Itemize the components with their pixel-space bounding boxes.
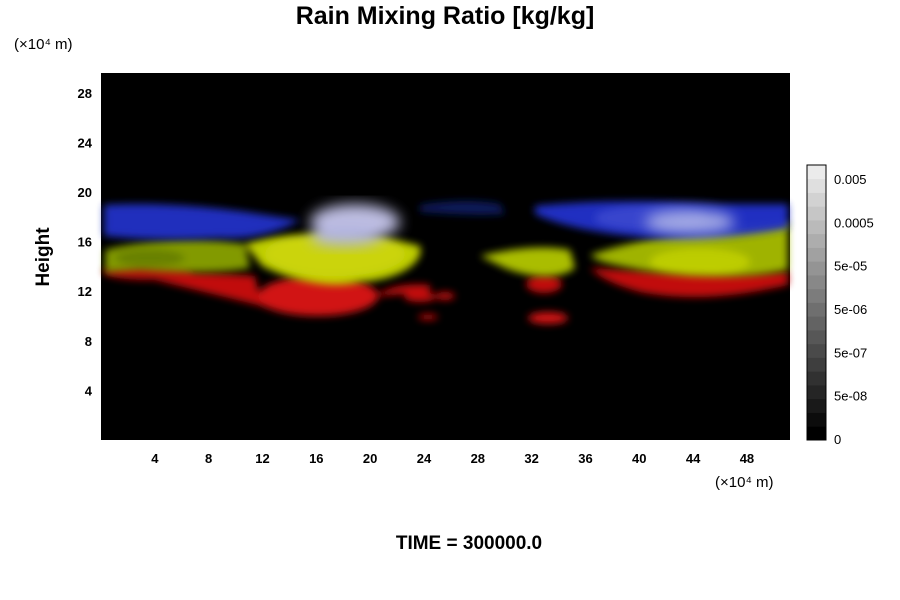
colorbar-labels: 0.005 0.0005 5e-05 5e-06 5e-07 5e-08 0 <box>834 172 874 447</box>
colorbar-tick-label: 0.0005 <box>834 215 874 230</box>
colorbar-swatch <box>807 385 826 400</box>
x-tick-label: 16 <box>309 451 323 466</box>
x-tick-label: 28 <box>471 451 485 466</box>
x-tick-label: 36 <box>578 451 592 466</box>
rain-layer-lavender <box>310 204 735 246</box>
colorbar-tick-label: 5e-06 <box>834 302 867 317</box>
colorbar-swatch <box>807 192 826 207</box>
colorbar-swatch <box>807 316 826 331</box>
y-tick-label: 8 <box>85 334 92 349</box>
x-tick-label: 12 <box>255 451 269 466</box>
y-tick-label: 12 <box>78 284 92 299</box>
colorbar-swatch <box>807 165 826 180</box>
x-tick-label: 4 <box>151 451 159 466</box>
y-tick-label: 24 <box>78 135 93 150</box>
y-tick-label: 20 <box>78 185 92 200</box>
x-axis-unit: (×10⁴ m) <box>715 474 774 491</box>
colorbar-tick-label: 0.005 <box>834 172 867 187</box>
x-tick-label: 48 <box>740 451 754 466</box>
colorbar-tick-label: 5e-08 <box>834 389 867 404</box>
colorbar-swatch <box>807 247 826 262</box>
colorbar-swatch <box>807 302 826 317</box>
rain-field <box>103 201 788 324</box>
x-tick-label: 8 <box>205 451 212 466</box>
colorbar <box>806 164 827 441</box>
colorbar-tick-label: 5e-05 <box>834 259 867 274</box>
colorbar-swatch <box>807 233 826 248</box>
colorbar-swatch <box>807 412 826 427</box>
colorbar-swatch <box>807 398 826 413</box>
y-tick-label: 28 <box>78 86 92 101</box>
x-axis-ticks: 4 8 12 16 20 24 28 32 36 40 44 48 <box>151 451 754 466</box>
x-tick-label: 44 <box>686 451 701 466</box>
rain-layer-red <box>103 264 788 324</box>
rain-layer-yellow <box>105 222 788 285</box>
y-tick-label: 16 <box>78 235 92 250</box>
y-axis-unit: (×10⁴ m) <box>14 36 73 53</box>
colorbar-swatch <box>807 275 826 290</box>
colorbar-swatch <box>807 178 826 193</box>
colorbar-swatch <box>807 371 826 386</box>
colorbar-swatch <box>807 220 826 235</box>
colorbar-swatch <box>807 330 826 345</box>
colorbar-swatch <box>807 343 826 358</box>
colorbar-swatch <box>807 426 826 441</box>
y-axis-ticks: 4 8 12 16 20 24 28 <box>78 86 93 399</box>
colorbar-tick-label: 0 <box>834 432 841 447</box>
colorbar-frame <box>806 164 827 441</box>
colorbar-swatch <box>807 206 826 221</box>
y-tick-label: 4 <box>85 383 93 398</box>
colorbar-swatch <box>807 357 826 372</box>
x-tick-label: 24 <box>417 451 432 466</box>
x-tick-label: 40 <box>632 451 646 466</box>
time-label: TIME = 300000.0 <box>396 533 542 554</box>
chart-title: Rain Mixing Ratio [kg/kg] <box>296 2 595 30</box>
colorbar-swatch <box>807 288 826 303</box>
colorbar-swatch <box>807 261 826 276</box>
x-tick-label: 20 <box>363 451 377 466</box>
x-tick-label: 32 <box>524 451 538 466</box>
colorbar-tick-label: 5e-07 <box>834 345 867 360</box>
y-axis-label: Height <box>33 227 54 287</box>
